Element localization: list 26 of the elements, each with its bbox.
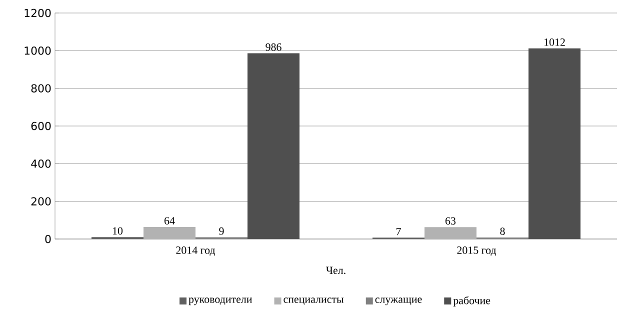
y-tick-label: 400 [31,160,51,168]
bar [144,226,196,239]
bar [424,227,477,239]
data-label: 9 [219,227,224,235]
data-label: 64 [164,217,175,224]
data-label: 1012 [544,38,565,46]
y-tick-label: 200 [31,197,51,206]
y-tick-label: 600 [31,122,51,130]
legend-label: служащие [375,298,422,306]
bar [528,48,581,239]
y-tick-label: 1000 [24,46,51,55]
data-label: 7 [396,228,401,236]
x-axis-title: Чел. [326,266,346,274]
legend-label: рабочие [453,296,490,306]
data-label: 986 [266,43,282,51]
legend-label: специалисты [284,298,344,305]
data-label: 10 [112,227,123,235]
y-tick-label: 0 [45,234,51,244]
data-label: 63 [445,217,456,225]
y-tick-label: 1200 [24,8,51,18]
legend-label: руководители [188,298,252,306]
y-tick-label: 800 [31,84,51,92]
x-tick-label: 2014 год [176,246,216,256]
data-label: 8 [500,228,505,235]
bar [248,53,300,239]
x-tick-label: 2015 год [457,246,496,256]
